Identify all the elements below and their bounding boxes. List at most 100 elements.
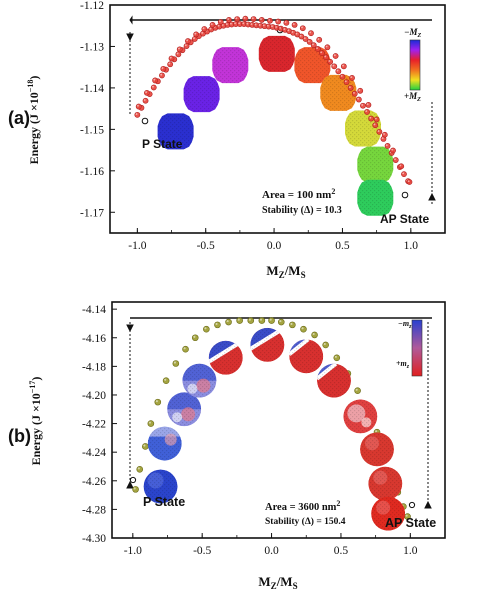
domain-image	[357, 146, 394, 183]
series-point-highlight	[283, 28, 286, 31]
series-point-highlight	[193, 335, 196, 338]
panel-a-guides	[126, 15, 436, 205]
series-point-highlight	[407, 180, 410, 183]
panel-b-left-bottom-arrow	[126, 480, 134, 489]
panel-a-label: (a)	[8, 108, 30, 128]
series-point-highlight	[279, 26, 282, 29]
series-point	[214, 321, 221, 329]
domain-image	[294, 47, 331, 84]
panel-b-area-text: Area = 3600 nm2	[265, 499, 340, 513]
y-tick-label: -4.28	[82, 504, 106, 516]
x-tick-label: -0.5	[193, 545, 211, 557]
panel-a: (a) Energy (J ×10−18) -1.12-1.13-1.14-1.…	[8, 0, 446, 280]
series-point-highlight	[209, 27, 212, 30]
series-point-highlight	[250, 23, 253, 26]
series-point	[314, 46, 321, 52]
series-point-highlight	[178, 47, 180, 50]
y-tick-label: -1.16	[80, 166, 104, 178]
series-point-highlight	[301, 327, 304, 330]
panel-b-p-state-marker	[129, 476, 137, 484]
series-point	[203, 325, 210, 333]
domain-texture	[368, 466, 403, 501]
series-point	[299, 25, 306, 32]
series-point	[191, 334, 199, 342]
series-point	[335, 68, 342, 75]
series-point	[323, 54, 329, 61]
series-point	[368, 115, 375, 122]
panel-b-domain-images	[143, 327, 406, 531]
series-point-highlight	[268, 19, 271, 21]
series-point-highlight	[210, 23, 213, 26]
series-point-highlight	[344, 80, 347, 83]
series-point-highlight	[355, 388, 358, 391]
series-point-highlight	[230, 22, 232, 25]
series-point-highlight	[365, 110, 368, 113]
series-point-highlight	[290, 322, 293, 326]
series-point-highlight	[186, 39, 189, 42]
series-point-highlight	[303, 37, 306, 40]
series-point-highlight	[385, 144, 388, 147]
series-point-highlight	[133, 487, 136, 490]
series-point-highlight	[242, 22, 245, 25]
series-point-highlight	[225, 23, 228, 26]
y-tick-label: -4.22	[82, 419, 106, 431]
series-point	[150, 84, 157, 91]
series-point-highlight	[202, 27, 205, 30]
series-point-highlight	[279, 320, 282, 323]
series-point-highlight	[340, 75, 343, 77]
domain-texture	[371, 496, 406, 531]
series-point	[355, 96, 362, 103]
series-point	[327, 58, 334, 65]
series-point	[226, 17, 232, 23]
series-point-highlight	[234, 22, 236, 25]
domain-texture	[317, 363, 351, 398]
series-point-highlight	[301, 26, 303, 29]
panel-a-ap-state-label: AP State	[380, 212, 429, 226]
domain-texture	[212, 47, 249, 84]
series-point	[175, 51, 182, 58]
series-point	[168, 55, 175, 62]
panel-b-label: (b)	[8, 426, 31, 446]
panel-b: (b) Energy (J ×10−17) -4.14-4.16-4.18-4.…	[8, 301, 446, 591]
series-point-highlight	[394, 158, 396, 161]
domain-image	[143, 469, 178, 504]
series-point	[357, 87, 364, 94]
series-point-highlight	[221, 24, 224, 26]
panel-b-color-bar	[411, 319, 423, 377]
panel-a-left-arrow	[126, 33, 134, 42]
panel-b-ylabel-exp: −17	[28, 381, 37, 394]
series-point	[236, 317, 243, 324]
series-point	[332, 53, 339, 59]
domain-image	[357, 179, 394, 216]
series-point	[316, 36, 323, 43]
panel-a-x-axis-title: MZ/MS	[266, 263, 305, 280]
series-point	[144, 89, 150, 96]
series-point-highlight	[333, 54, 336, 57]
series-point	[365, 102, 372, 108]
domain-texture	[294, 47, 331, 84]
series-point	[154, 398, 162, 406]
series-point-highlight	[254, 23, 257, 26]
series-point-highlight	[307, 40, 310, 43]
series-point	[217, 19, 224, 25]
x-tick-label: -1.0	[128, 240, 146, 252]
series-point-highlight	[194, 32, 197, 35]
y-tick-label: -1.15	[80, 124, 104, 136]
domain-image	[371, 496, 406, 531]
series-point-highlight	[336, 69, 339, 72]
series-point-highlight	[332, 64, 335, 67]
series-point	[142, 97, 149, 104]
panel-a-p-state-label: P State	[142, 137, 183, 151]
series-point	[319, 50, 325, 56]
series-point	[225, 318, 232, 326]
domain-texture	[147, 426, 182, 461]
y-tick-label: -1.13	[80, 41, 104, 53]
series-point-highlight	[168, 62, 171, 65]
series-point-highlight	[292, 23, 295, 26]
svg-text:Energy (J ×10−17): Energy (J ×10−17)	[28, 377, 43, 466]
panel-a-legend: −MZ +MZ	[404, 27, 421, 103]
series-point	[322, 341, 329, 349]
series-point	[333, 354, 341, 362]
series-point	[310, 42, 317, 49]
panel-a-right-arrow	[428, 192, 436, 201]
